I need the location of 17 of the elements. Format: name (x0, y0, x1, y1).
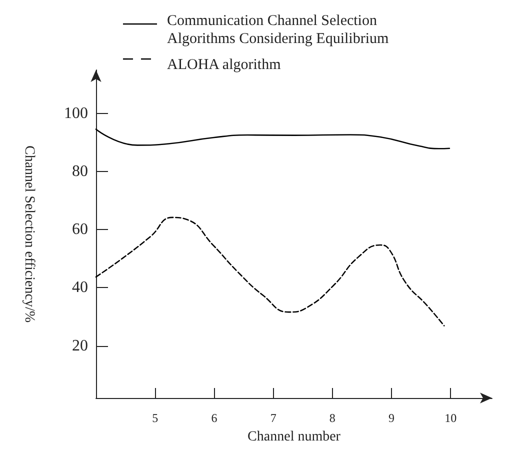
x-tick-label: 7 (270, 411, 276, 425)
x-tick-label: 8 (329, 411, 336, 425)
y-tick-label: 20 (72, 337, 88, 354)
y-tick-label: 60 (72, 221, 88, 238)
x-tick-label: 9 (388, 411, 395, 425)
legend-label: Communication Channel Selection Algorithms Considering Equilibrium (167, 13, 389, 47)
y-axis-title: Channel Selection efficiency/% (22, 145, 36, 323)
line-series (95, 216, 445, 326)
y-tick-label: 100 (64, 105, 88, 122)
y-tick-label: 80 (72, 163, 88, 180)
x-tick-label: 5 (152, 411, 158, 425)
legend-label: ALOHA algorithm (167, 57, 282, 73)
y-tick-label: 40 (72, 279, 88, 296)
x-axis-title: Channel number (248, 430, 341, 444)
x-tick-label: 6 (211, 411, 218, 425)
line-series (95, 128, 450, 150)
x-tick-label: 10 (444, 411, 457, 425)
